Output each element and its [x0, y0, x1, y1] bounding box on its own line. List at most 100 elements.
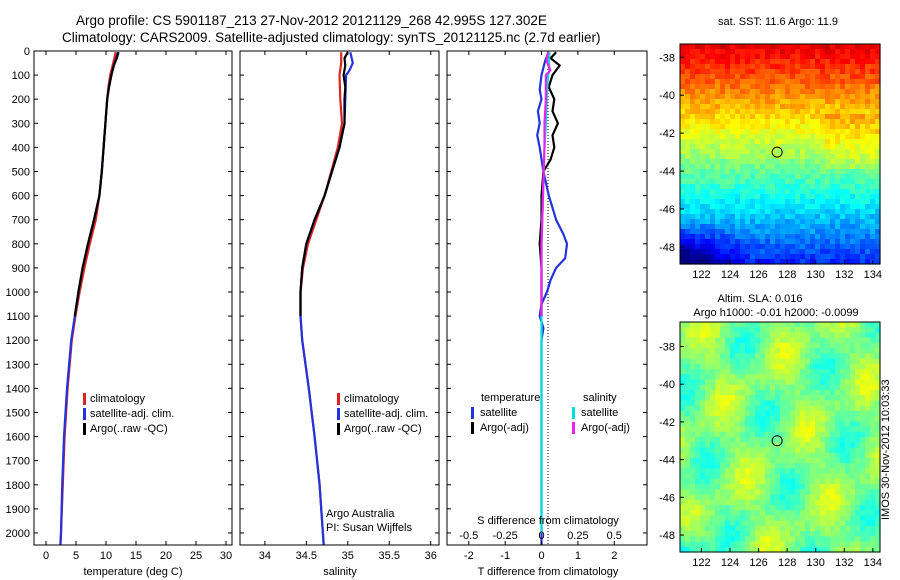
- map-cell: [755, 234, 761, 240]
- map-cell: [770, 229, 776, 235]
- map-cell: [785, 139, 791, 145]
- map-cell: [800, 134, 806, 140]
- map-cell: [860, 400, 866, 407]
- map-cell: [765, 114, 771, 120]
- map-cell: [720, 510, 726, 517]
- y-tick-label: 800: [12, 239, 30, 251]
- map-cell: [760, 214, 766, 220]
- map-cell: [810, 531, 816, 537]
- map-cell: [755, 369, 761, 375]
- map-cell: [825, 64, 831, 70]
- map-cell: [720, 384, 726, 391]
- map-cell: [765, 214, 771, 220]
- map-cell: [875, 229, 881, 235]
- map-cell: [770, 457, 776, 464]
- map-cell: [785, 416, 791, 422]
- map-cell: [790, 219, 796, 225]
- map-cell: [875, 395, 881, 402]
- map-cell: [800, 149, 806, 155]
- map-cell: [730, 374, 736, 381]
- map-cell: [745, 224, 751, 230]
- map-cell: [775, 224, 781, 230]
- map-cell: [695, 510, 701, 517]
- map-cell: [760, 327, 766, 334]
- map-cell: [745, 348, 751, 354]
- map-cell: [740, 164, 746, 170]
- map-cell: [740, 379, 746, 386]
- map-cell: [740, 447, 746, 454]
- map-cell: [750, 437, 756, 443]
- map-cell: [690, 410, 696, 417]
- map-cell: [725, 209, 731, 215]
- map-cell: [875, 239, 881, 245]
- map-cell: [790, 322, 796, 328]
- map-cell: [855, 84, 861, 90]
- map-cell: [770, 525, 776, 532]
- map-cell: [700, 400, 706, 407]
- map-cell: [715, 437, 721, 443]
- map-cell: [775, 395, 781, 402]
- map-cell: [795, 204, 801, 210]
- map-cell: [775, 184, 781, 190]
- map-cell: [760, 119, 766, 125]
- map-cell: [845, 457, 851, 464]
- map-cell: [710, 229, 716, 235]
- map-cell: [730, 510, 736, 517]
- map-cell: [715, 510, 721, 517]
- map-cell: [855, 179, 861, 185]
- map-cell: [725, 49, 731, 55]
- map-cell: [840, 174, 846, 180]
- map-cell: [865, 169, 871, 175]
- map-cell: [865, 421, 871, 428]
- map-cell: [825, 214, 831, 220]
- legend-swatch-salt-satellite: [572, 407, 575, 419]
- map-cell: [870, 254, 876, 260]
- map-cell: [775, 478, 781, 485]
- map-cell: [680, 84, 686, 90]
- map-cell: [795, 363, 801, 370]
- map-cell: [710, 204, 716, 210]
- map-cell: [775, 234, 781, 240]
- map-cell: [685, 457, 691, 464]
- map-cell: [795, 59, 801, 65]
- map-cell: [725, 199, 731, 205]
- map-cell: [815, 154, 821, 160]
- map-cell: [850, 525, 856, 532]
- map-cell: [720, 259, 726, 265]
- map-cell: [710, 74, 716, 80]
- map-cell: [775, 353, 781, 360]
- map-cell: [870, 119, 876, 125]
- map-cell: [790, 79, 796, 85]
- map-cell: [745, 379, 751, 386]
- map-cell: [815, 149, 821, 155]
- map-cell: [835, 234, 841, 240]
- map-cell: [770, 54, 776, 60]
- map-cell: [745, 384, 751, 391]
- map-cell: [770, 64, 776, 70]
- map-cell: [690, 219, 696, 225]
- map-cell: [780, 224, 786, 230]
- map-cell: [695, 525, 701, 532]
- map-cell: [840, 74, 846, 80]
- map-cell: [855, 109, 861, 115]
- map-cell: [875, 164, 881, 170]
- map-cell: [715, 89, 721, 95]
- map-cell: [865, 348, 871, 354]
- map-cell: [835, 134, 841, 140]
- map-cell: [760, 144, 766, 150]
- map-cell: [855, 189, 861, 195]
- map-cell: [710, 494, 716, 501]
- map-cell: [855, 369, 861, 375]
- map-cell: [755, 239, 761, 245]
- map-cell: [765, 104, 771, 110]
- legend-swatch-salt-argo: [572, 422, 575, 434]
- map-cell: [690, 194, 696, 200]
- map-cell: [725, 104, 731, 110]
- map-cell: [690, 437, 696, 443]
- map-cell: [725, 174, 731, 180]
- map-cell: [690, 363, 696, 370]
- map-cell: [680, 209, 686, 215]
- map-cell: [710, 452, 716, 459]
- map-cell: [805, 189, 811, 195]
